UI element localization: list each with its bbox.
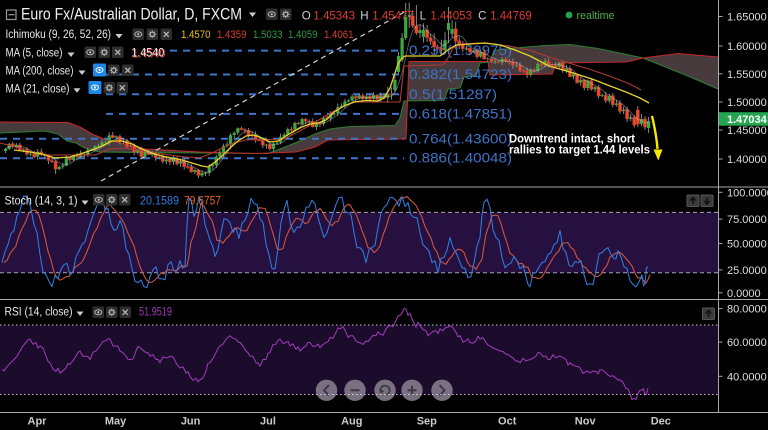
svg-text:25.0000: 25.0000 <box>727 265 767 277</box>
svg-text:0.5(1.51287): 0.5(1.51287) <box>409 87 497 102</box>
svg-text:RSI (14, close): RSI (14, close) <box>5 305 73 319</box>
svg-text:L: L <box>420 11 427 23</box>
svg-text:1.40000: 1.40000 <box>727 154 767 166</box>
svg-text:1.45477: 1.45477 <box>372 11 414 23</box>
svg-text:100.0000: 100.0000 <box>727 187 768 199</box>
svg-text:H: H <box>360 11 368 23</box>
svg-text:Nov: Nov <box>575 416 597 428</box>
svg-text:0.886(1.40048): 0.886(1.40048) <box>409 151 512 166</box>
svg-text:50.0000: 50.0000 <box>727 239 767 251</box>
svg-text:rallies to target 1.44 levels: rallies to target 1.44 levels <box>509 144 650 156</box>
svg-text:79.6757: 79.6757 <box>184 196 221 208</box>
svg-text:1.44053: 1.44053 <box>430 11 472 23</box>
svg-text:Stoch (14, 3, 1): Stoch (14, 3, 1) <box>5 194 78 208</box>
svg-text:1.55000: 1.55000 <box>727 69 767 81</box>
svg-text:60.0000: 60.0000 <box>727 337 767 349</box>
svg-text:Euro Fx/Australian Dollar, D,: Euro Fx/Australian Dollar, D, FXCM <box>21 6 242 24</box>
svg-text:realtime: realtime <box>577 10 615 22</box>
svg-text:1.4059: 1.4059 <box>288 29 318 41</box>
svg-text:Ichimoku (9, 26, 52, 26): Ichimoku (9, 26, 52, 26) <box>6 27 112 41</box>
svg-text:Jul: Jul <box>260 416 276 428</box>
svg-text:O: O <box>302 11 311 23</box>
svg-text:0.382(1.54723): 0.382(1.54723) <box>409 67 512 82</box>
svg-text:0.0000: 0.0000 <box>727 288 761 300</box>
svg-text:May: May <box>105 416 127 428</box>
svg-text:MA (21, close): MA (21, close) <box>6 81 70 95</box>
svg-text:Jun: Jun <box>181 416 201 428</box>
svg-text:1.5033: 1.5033 <box>253 29 283 41</box>
svg-text:Downtrend intact, short: Downtrend intact, short <box>509 134 635 146</box>
svg-text:0.618(1.47851): 0.618(1.47851) <box>409 106 512 121</box>
svg-text:1.4570: 1.4570 <box>181 29 211 41</box>
svg-text:1.50000: 1.50000 <box>727 97 767 109</box>
svg-text:Dec: Dec <box>651 416 671 428</box>
svg-text:Aug: Aug <box>341 416 362 428</box>
svg-text:40.0000: 40.0000 <box>727 371 767 383</box>
svg-text:1.65000: 1.65000 <box>727 12 767 24</box>
svg-text:C: C <box>478 11 486 23</box>
svg-text:Oct: Oct <box>498 416 517 428</box>
svg-text:1.45000: 1.45000 <box>727 125 767 137</box>
svg-text:1.4540: 1.4540 <box>131 45 164 59</box>
svg-text:1.45343: 1.45343 <box>313 11 355 23</box>
svg-text:1.60000: 1.60000 <box>727 41 767 53</box>
svg-text:1.44769: 1.44769 <box>490 11 532 23</box>
svg-text:MA (5, close): MA (5, close) <box>6 46 63 60</box>
svg-text:Sep: Sep <box>417 416 437 428</box>
svg-text:51.9519: 51.9519 <box>139 307 172 319</box>
svg-text:1.47034: 1.47034 <box>727 114 768 126</box>
svg-text:80.0000: 80.0000 <box>727 304 767 316</box>
svg-text:75.0000: 75.0000 <box>727 214 767 226</box>
svg-text:1.4359: 1.4359 <box>217 29 247 41</box>
svg-text:1.4540: 1.4540 <box>133 47 166 61</box>
svg-text:0.764(1.43600): 0.764(1.43600) <box>409 131 512 146</box>
svg-text:1.4061: 1.4061 <box>324 29 354 41</box>
svg-text:20.1589: 20.1589 <box>140 196 179 208</box>
svg-text:Apr: Apr <box>28 416 48 428</box>
svg-text:MA (200, close): MA (200, close) <box>6 64 74 78</box>
